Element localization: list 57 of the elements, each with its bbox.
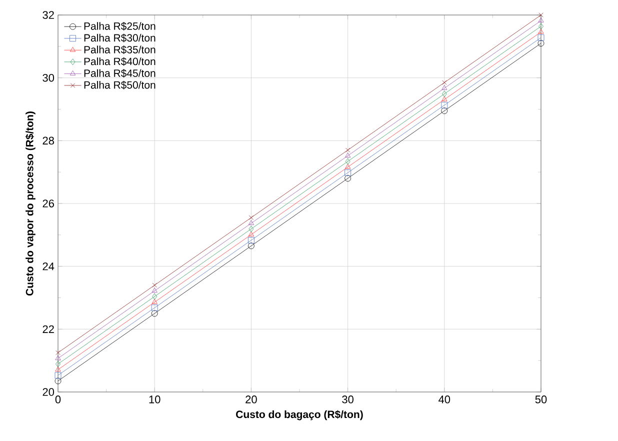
point (54, 378, 62, 384)
point (441, 108, 448, 114)
x-tick-label: 30 (342, 396, 354, 404)
point (441, 102, 448, 108)
point (248, 242, 254, 250)
point (442, 84, 448, 90)
point (151, 310, 158, 317)
point (538, 34, 544, 41)
point (538, 12, 544, 18)
x-tick-label: 10 (149, 396, 160, 404)
point (248, 220, 254, 225)
point (345, 158, 350, 165)
legend-label: Palha R$35/ton (84, 46, 156, 54)
point (538, 40, 544, 46)
point (345, 164, 351, 169)
legend-label: Palha R$50/ton (84, 80, 156, 90)
y-tick-label: 22 (42, 325, 54, 333)
point (54, 372, 62, 379)
point (55, 355, 61, 360)
point (248, 215, 254, 220)
x-tick-label: 50 (535, 396, 547, 404)
x-tick-label: 0 (55, 396, 61, 404)
point (344, 170, 351, 176)
point (442, 96, 448, 102)
point (345, 152, 351, 158)
x-tick-label: 20 (246, 396, 257, 404)
point (55, 366, 61, 372)
legend-label: Palha R$25/ton (84, 22, 156, 30)
legend-label: Palha R$40/ton (84, 57, 156, 66)
point (151, 304, 158, 311)
point (248, 226, 254, 232)
y-tick-label: 24 (42, 262, 54, 270)
x-axis-title: Custo do bagaço (R$/ton) (236, 410, 363, 420)
point (345, 148, 350, 152)
point (56, 360, 60, 368)
x-tick-label: 40 (438, 396, 450, 404)
y-tick-label: 30 (42, 74, 54, 82)
point (152, 293, 158, 300)
point (56, 350, 60, 356)
point (442, 90, 447, 98)
point (344, 175, 351, 182)
point (152, 288, 158, 293)
y-tick-label: 28 (42, 136, 54, 145)
point (152, 282, 157, 288)
legend-label: Palha R$45/ton (84, 69, 156, 78)
point (538, 23, 544, 30)
y-tick-label: 20 (42, 388, 54, 396)
y-tick-label: 26 (42, 200, 54, 208)
y-axis-title: Custo do vapor do processo (R$/ton) (25, 112, 36, 296)
y-tick-label: 32 (42, 11, 54, 19)
point (442, 80, 447, 85)
point (538, 28, 544, 34)
point (538, 17, 544, 22)
legend-label: Palha R$30/ton (84, 34, 156, 42)
point (248, 237, 254, 244)
point (152, 298, 158, 304)
point (248, 231, 254, 236)
